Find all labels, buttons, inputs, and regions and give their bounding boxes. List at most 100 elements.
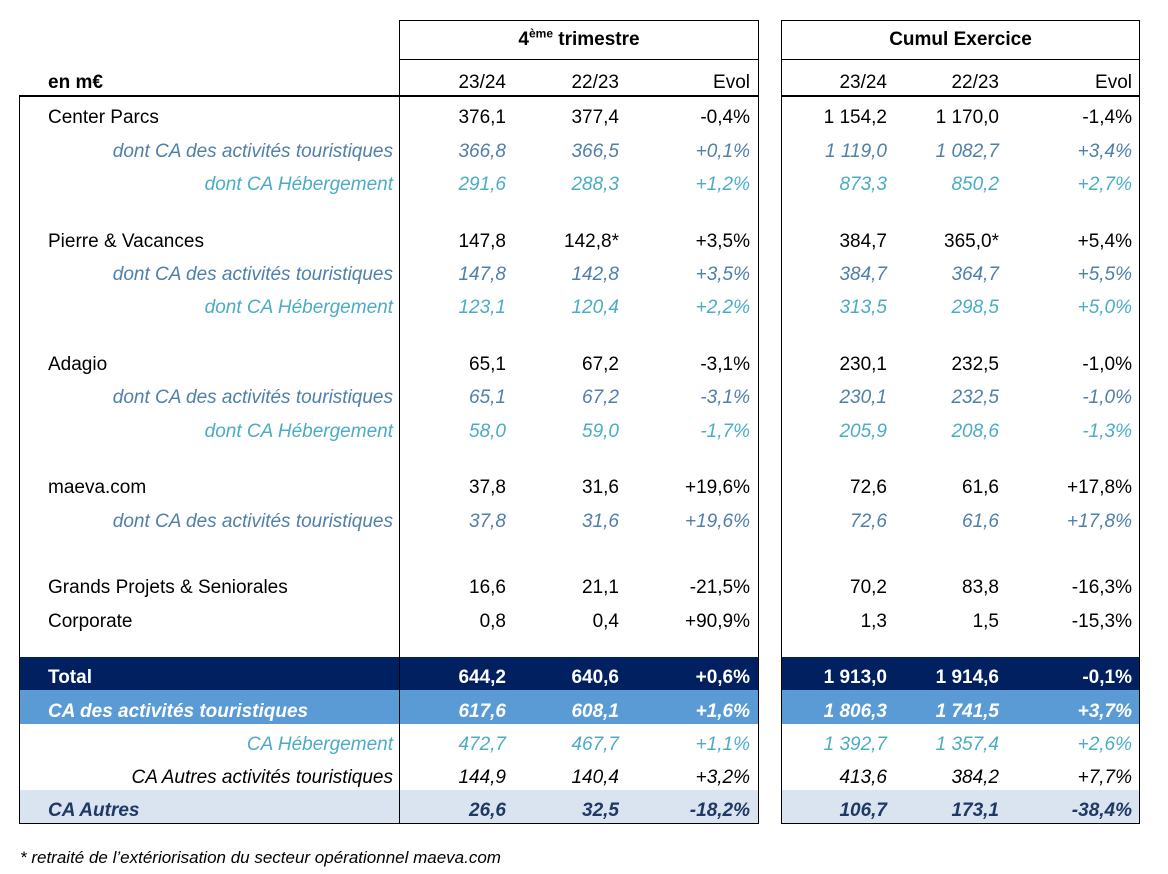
cell-c-2223: 365,0* xyxy=(944,231,999,252)
cell-q-2324: 123,1 xyxy=(458,297,506,318)
cell-c-2223: 83,8 xyxy=(962,577,999,598)
cell-q-2324: 37,8 xyxy=(469,477,506,498)
autres-row-bg xyxy=(19,790,759,823)
cell-c-2324: 1 806,3 xyxy=(823,701,887,722)
grid-line xyxy=(781,95,1140,97)
row-label: dont CA des activités touristiques xyxy=(112,511,393,532)
cell-c-2324: 1 154,2 xyxy=(823,107,887,128)
cell-c-evol: -1,0% xyxy=(1082,387,1132,408)
cell-c-evol: -38,4% xyxy=(1071,800,1132,821)
cell-q-2223: 31,6 xyxy=(582,511,619,532)
cell-c-2223: 364,7 xyxy=(951,264,999,285)
cell-c-evol: +7,7% xyxy=(1077,767,1132,788)
cell-q-evol: +3,5% xyxy=(695,264,750,285)
cell-q-evol: +3,5% xyxy=(695,231,750,252)
row-label: Center Parcs xyxy=(48,107,159,128)
cell-c-2324: 384,7 xyxy=(839,231,887,252)
cell-c-evol: +17,8% xyxy=(1067,511,1132,532)
cell-c-2324: 1 119,0 xyxy=(825,141,887,162)
cell-c-2324: 1,3 xyxy=(860,611,887,632)
row-label: dont CA Hébergement xyxy=(204,174,393,195)
grid-line xyxy=(781,20,782,824)
cell-c-2324: 72,6 xyxy=(850,477,887,498)
row-label: dont CA des activités touristiques xyxy=(112,141,393,162)
cell-c-evol: -16,3% xyxy=(1071,577,1132,598)
cell-c-2223: 232,5 xyxy=(951,354,999,375)
autres-row-bg-right xyxy=(781,790,1140,823)
cell-q-2324: 376,1 xyxy=(458,107,506,128)
cell-c-2223: 61,6 xyxy=(962,477,999,498)
cell-c-2324: 106,7 xyxy=(839,800,887,821)
cell-q-2324: 65,1 xyxy=(469,354,506,375)
cell-q-evol: +90,9% xyxy=(685,611,750,632)
cell-c-2324: 72,6 xyxy=(850,511,887,532)
total-row-bg-right xyxy=(781,657,1140,690)
cell-c-2324: 230,1 xyxy=(839,387,887,408)
cell-q-2324: 16,6 xyxy=(469,577,506,598)
cell-q-2223: 366,5 xyxy=(571,141,619,162)
cell-q-2324: 0,8 xyxy=(479,611,506,632)
cell-q-evol: -0,4% xyxy=(700,107,750,128)
cell-q-evol: -3,1% xyxy=(700,387,750,408)
cell-c-evol: -1,0% xyxy=(1082,354,1132,375)
cell-c-2324: 205,9 xyxy=(839,421,887,442)
row-label: dont CA des activités touristiques xyxy=(112,264,393,285)
total-row-bg xyxy=(19,657,759,690)
cell-q-evol: -3,1% xyxy=(700,354,750,375)
cell-q-2223: 67,2 xyxy=(582,354,619,375)
cell-c-2223: 1 082,7 xyxy=(935,141,999,162)
cell-q-2223: 31,6 xyxy=(582,477,619,498)
cell-c-2324: 313,5 xyxy=(839,297,887,318)
cell-q-2223: 67,2 xyxy=(582,387,619,408)
cell-c-2324: 230,1 xyxy=(839,354,887,375)
row-label: CA Autres activités touristiques xyxy=(131,767,393,788)
unit-label: en m€ xyxy=(48,72,103,93)
footnote: * retraité de l’extériorisation du secte… xyxy=(20,848,501,867)
cell-c-2324: 873,3 xyxy=(839,174,887,195)
cell-c-evol: +2,6% xyxy=(1077,734,1132,755)
cell-q-2324: 617,6 xyxy=(458,701,506,722)
cell-q-evol: +2,2% xyxy=(695,297,750,318)
cell-c-2223: 1 914,6 xyxy=(935,667,999,688)
cell-c-evol: -0,1% xyxy=(1082,667,1132,688)
cell-c-evol: +5,5% xyxy=(1077,264,1132,285)
cell-q-2223: 21,1 xyxy=(582,577,619,598)
cell-c-evol: +3,4% xyxy=(1077,141,1132,162)
cell-q-2223: 140,4 xyxy=(571,767,619,788)
cell-c-evol: +3,7% xyxy=(1077,701,1132,722)
cell-c-2223: 1 170,0 xyxy=(935,107,999,128)
row-label: Pierre & Vacances xyxy=(48,231,204,252)
col-header-c-evol: Evol xyxy=(1095,72,1132,93)
grid-line xyxy=(399,20,400,824)
cell-q-2223: 640,6 xyxy=(571,667,619,688)
cell-c-2223: 1 741,5 xyxy=(935,701,999,722)
cell-c-evol: -1,3% xyxy=(1082,421,1132,442)
cell-q-evol: +0,6% xyxy=(695,667,750,688)
grid-line xyxy=(758,20,759,824)
cell-c-2324: 413,6 xyxy=(839,767,887,788)
cell-q-evol: +1,6% xyxy=(695,701,750,722)
cell-q-2324: 37,8 xyxy=(469,511,506,532)
row-label: dont CA Hébergement xyxy=(204,297,393,318)
col-header-c-2223: 22/23 xyxy=(951,72,999,93)
cell-q-evol: +1,2% xyxy=(695,174,750,195)
cell-q-2223: 0,4 xyxy=(592,611,619,632)
cell-q-2324: 147,8 xyxy=(458,231,506,252)
grid-line xyxy=(1139,20,1140,824)
cell-q-2324: 366,8 xyxy=(458,141,506,162)
cell-c-evol: +5,4% xyxy=(1077,231,1132,252)
cell-q-2324: 58,0 xyxy=(469,421,506,442)
cell-c-2223: 1 357,4 xyxy=(935,734,999,755)
cell-q-2324: 644,2 xyxy=(458,667,506,688)
cell-c-2223: 173,1 xyxy=(951,800,999,821)
cell-q-2223: 467,7 xyxy=(571,734,619,755)
cell-c-2223: 232,5 xyxy=(951,387,999,408)
cell-c-evol: -1,4% xyxy=(1082,107,1132,128)
cell-q-2223: 32,5 xyxy=(582,800,619,821)
cell-q-2324: 144,9 xyxy=(458,767,506,788)
cell-q-evol: +1,1% xyxy=(695,734,750,755)
grid-line xyxy=(19,95,20,824)
group-header-quarter: 4ème trimestre xyxy=(518,26,640,50)
row-label: CA Hébergement xyxy=(246,734,393,755)
cell-q-evol: -21,5% xyxy=(689,577,750,598)
